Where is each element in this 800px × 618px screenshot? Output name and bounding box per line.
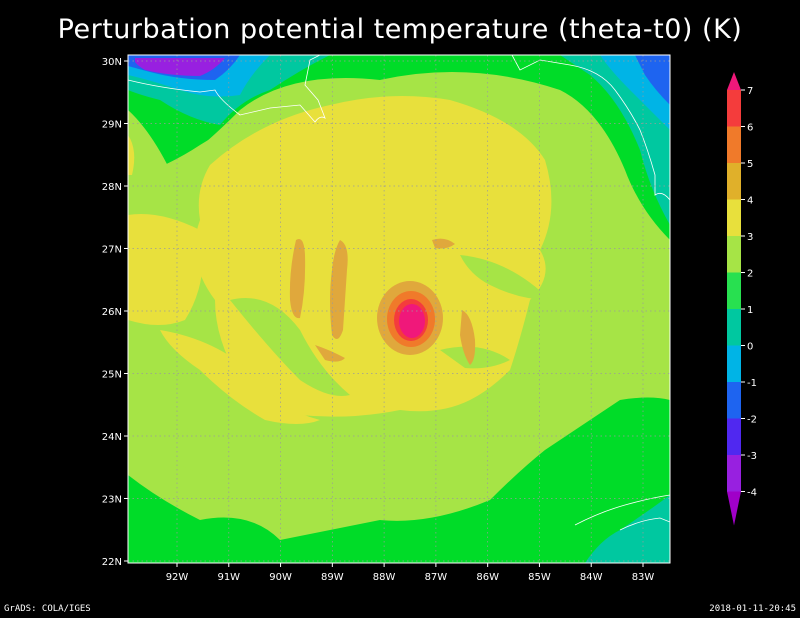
footer-timestamp: 2018-01-11-20:45 <box>709 604 796 614</box>
grid-lines <box>128 55 670 563</box>
coastline-southeast-2 <box>619 517 670 531</box>
colorbar-label: 7 <box>747 86 753 97</box>
colorbar-segment <box>727 236 741 273</box>
colorbar-segment <box>727 345 741 383</box>
x-axis: 92W 91W 90W 89W 88W 87W 86W 85W 84W 83W <box>166 563 655 583</box>
field-band-3 <box>460 310 476 365</box>
y-tick-label: 29N <box>102 120 122 131</box>
y-tick-label: 24N <box>102 432 122 443</box>
field-band-1 <box>289 239 306 319</box>
x-tick-label: 85W <box>528 572 551 583</box>
colorbar-label: 2 <box>747 269 753 280</box>
colorbar-label: -3 <box>747 451 757 462</box>
x-tick-label: 86W <box>476 572 499 583</box>
plot-frame <box>127 54 671 564</box>
colorbar-label: -1 <box>747 378 757 389</box>
colorbar-segment <box>727 90 741 127</box>
y-axis: 30N 29N 28N 27N 26N 25N 24N 23N 22N <box>102 57 128 568</box>
colorbar-label: 4 <box>747 196 753 207</box>
x-tick-label: 84W <box>580 572 603 583</box>
colorbar-segment <box>727 455 741 492</box>
x-tick-label: 83W <box>632 572 655 583</box>
x-tick-label: 90W <box>269 572 292 583</box>
field-blue-ne <box>635 55 670 105</box>
x-tick-label: 87W <box>425 572 448 583</box>
y-tick-label: 27N <box>102 245 122 256</box>
colorbar-label: 0 <box>747 342 753 353</box>
y-tick-label: 25N <box>102 370 122 381</box>
colorbar-segment <box>727 272 741 310</box>
colorbar-label: -2 <box>747 415 757 426</box>
x-tick-label: 91W <box>217 572 240 583</box>
field-yellow-sw-band <box>160 330 320 424</box>
chart-title: Perturbation potential temperature (thet… <box>57 14 743 45</box>
y-tick-label: 23N <box>102 495 122 506</box>
colorbar-segment <box>727 163 741 200</box>
colorbar: 7 6 5 4 3 2 1 0 -1 -2 -3 -4 <box>727 72 757 526</box>
eye-core <box>399 304 425 338</box>
field-yellow-west <box>128 214 203 325</box>
colorbar-segment <box>727 418 741 456</box>
y-tick-label: 22N <box>102 557 122 568</box>
coastline-southeast <box>574 494 670 526</box>
footer-credit: GrADS: COLA/IGES <box>4 604 91 614</box>
field-band-4 <box>432 238 455 249</box>
colorbar-label: -4 <box>747 488 757 499</box>
x-tick-label: 88W <box>373 572 396 583</box>
x-tick-label: 89W <box>321 572 344 583</box>
colorbar-segment <box>727 199 741 237</box>
y-tick-label: 30N <box>102 57 122 68</box>
field-green-south <box>128 397 670 563</box>
field-green-arm-2 <box>460 255 550 300</box>
coastline-northeast <box>511 55 670 201</box>
colorbar-label: 5 <box>747 159 753 170</box>
field-green-arm-3 <box>440 346 510 369</box>
field-teal-se <box>585 495 670 563</box>
colorbar-segment <box>727 126 741 164</box>
colorbar-segment <box>727 382 741 419</box>
temperature-field <box>128 55 670 563</box>
field-green-arm-1 <box>230 298 350 396</box>
colorbar-bottom-arrow <box>727 491 741 526</box>
x-tick-label: 92W <box>166 572 189 583</box>
colorbar-top-arrow <box>727 72 741 90</box>
field-band-2 <box>330 240 348 339</box>
field-band-5 <box>315 345 345 362</box>
colorbar-label: 6 <box>747 123 753 134</box>
field-lightgreen-south <box>150 420 500 505</box>
colorbar-label: 1 <box>747 305 753 316</box>
coastline-north <box>128 55 326 123</box>
coastlines <box>128 55 670 531</box>
y-tick-label: 26N <box>102 307 122 318</box>
colorbar-segment <box>727 309 741 346</box>
field-yellow-main <box>195 96 552 417</box>
colorbar-label: 3 <box>747 232 753 243</box>
field-purple-nw <box>135 58 225 76</box>
y-tick-label: 28N <box>102 182 122 193</box>
field-yellow-edge-w <box>128 135 135 175</box>
